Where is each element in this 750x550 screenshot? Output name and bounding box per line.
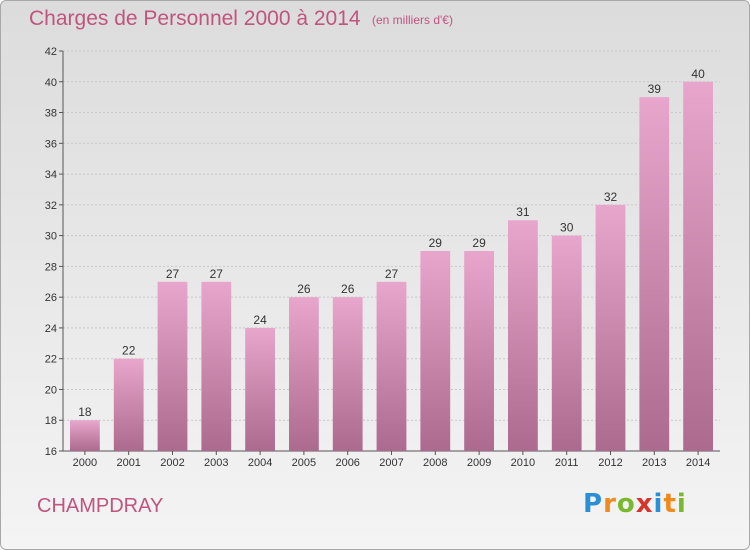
bar-value-label: 24 xyxy=(253,313,267,327)
y-tick-label: 26 xyxy=(45,292,57,304)
x-tick-label: 2014 xyxy=(686,457,710,469)
bar xyxy=(639,97,670,452)
bar-value-label: 26 xyxy=(297,282,311,296)
y-tick-label: 18 xyxy=(45,415,57,427)
bar xyxy=(70,420,100,451)
x-tick-label: 2005 xyxy=(292,457,316,469)
chart-title: Charges de Personnel 2000 à 2014 xyxy=(29,7,361,30)
bar xyxy=(683,81,713,452)
bar xyxy=(245,327,275,451)
bar xyxy=(508,220,538,451)
y-tick-label: 28 xyxy=(45,261,57,273)
y-tick-label: 22 xyxy=(45,354,57,366)
bar xyxy=(595,204,626,451)
bar-value-label: 27 xyxy=(210,267,224,281)
bar-value-label: 30 xyxy=(560,221,574,235)
logo-letter: o xyxy=(616,489,636,519)
logo-letter: x xyxy=(635,489,654,519)
y-tick-label: 32 xyxy=(45,200,57,212)
x-tick-label: 2008 xyxy=(423,457,447,469)
bar xyxy=(201,281,232,451)
bar-value-label: 22 xyxy=(122,344,136,358)
x-tick-label: 2000 xyxy=(73,457,97,469)
chart-subtitle: (en milliers d'€) xyxy=(372,13,453,27)
bar xyxy=(551,235,582,451)
x-tick-label: 2006 xyxy=(335,457,359,469)
bar-value-label: 39 xyxy=(648,82,662,96)
y-tick-label: 30 xyxy=(45,231,57,243)
bar-value-label: 29 xyxy=(429,236,443,250)
x-tick-label: 2001 xyxy=(116,457,140,469)
bar xyxy=(420,251,451,451)
logo-letter: i xyxy=(653,489,664,519)
y-tick-label: 24 xyxy=(45,323,57,335)
x-tick-label: 2010 xyxy=(511,457,535,469)
logo-letter: r xyxy=(603,489,617,519)
x-tick-label: 2007 xyxy=(379,457,403,469)
bar xyxy=(157,281,188,451)
y-tick-label: 42 xyxy=(45,46,57,58)
x-tick-label: 2012 xyxy=(598,457,622,469)
bar-value-label: 27 xyxy=(385,267,399,281)
y-tick-label: 40 xyxy=(45,77,57,89)
x-tick-label: 2002 xyxy=(160,457,184,469)
bar xyxy=(464,251,494,451)
x-tick-label: 2009 xyxy=(467,457,491,469)
x-tick-label: 2004 xyxy=(248,457,272,469)
bar-value-label: 26 xyxy=(341,282,355,296)
x-tick-label: 2013 xyxy=(642,457,666,469)
y-tick-label: 38 xyxy=(45,108,57,120)
bar-value-label: 31 xyxy=(516,205,530,219)
x-tick-label: 2003 xyxy=(204,457,228,469)
logo-letter: P xyxy=(583,489,604,519)
bar-value-label: 18 xyxy=(78,405,92,419)
x-tick-label: 2011 xyxy=(555,457,579,469)
logo-letter: t xyxy=(663,489,677,519)
y-tick-label: 20 xyxy=(45,384,57,396)
y-tick-label: 36 xyxy=(45,138,57,150)
bar xyxy=(332,297,363,451)
proxiti-logo: Proxiti xyxy=(583,489,687,519)
commune-name: CHAMPDRAY xyxy=(37,495,164,517)
logo-letter: i xyxy=(676,489,687,519)
bar xyxy=(113,358,144,451)
y-tick-label: 16 xyxy=(45,446,57,458)
bar-value-label: 27 xyxy=(166,267,180,281)
bar xyxy=(376,281,407,451)
y-tick-label: 34 xyxy=(45,169,57,181)
bar xyxy=(289,297,319,451)
bar-value-label: 32 xyxy=(604,190,618,204)
bar-value-label: 40 xyxy=(691,67,705,81)
bar-value-label: 29 xyxy=(472,236,486,250)
